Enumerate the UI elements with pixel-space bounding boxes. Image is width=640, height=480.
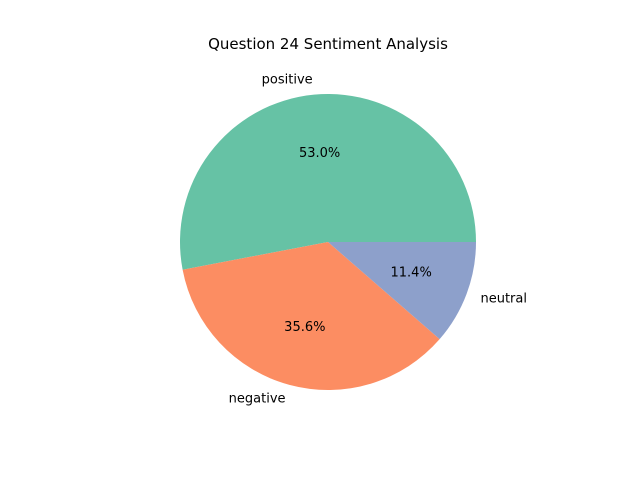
pie-slice-positive (180, 94, 476, 270)
percent-label-positive: 53.0% (299, 146, 340, 161)
percent-label-negative: 35.6% (284, 320, 325, 335)
slice-label-negative: negative (229, 392, 286, 407)
slice-label-positive: positive (262, 72, 313, 87)
pie-slice-neutral (328, 242, 476, 340)
percent-label-neutral: 11.4% (391, 266, 432, 281)
slice-label-neutral: neutral (480, 292, 527, 307)
pie-slices (180, 94, 476, 390)
chart-title: Question 24 Sentiment Analysis (208, 35, 448, 53)
pie-slice-negative (182, 242, 440, 390)
pie-labels: positive 53.0% negative 35.6% neutral 11.4% (229, 72, 527, 406)
